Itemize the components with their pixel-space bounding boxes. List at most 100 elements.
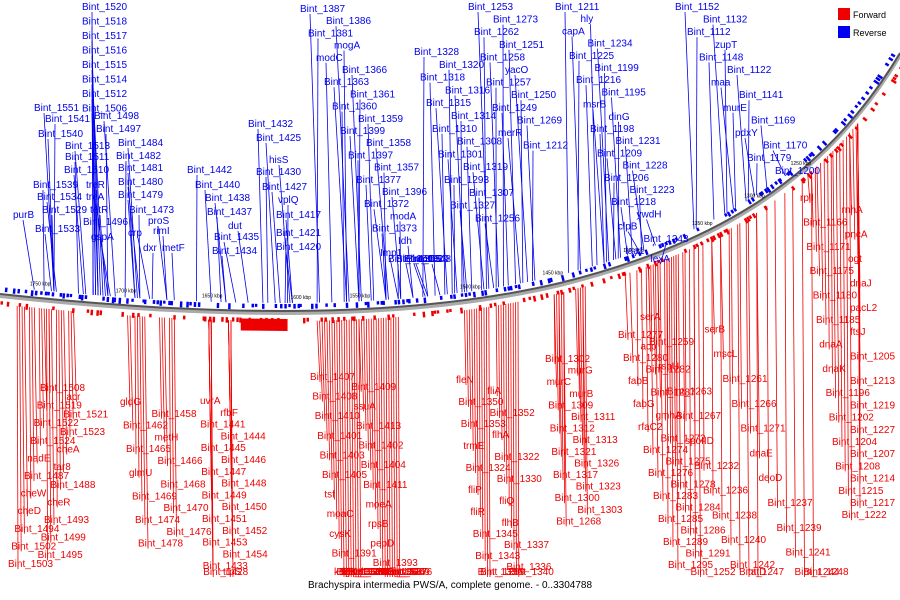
forward-gene-label-leader (507, 303, 510, 507)
reverse-gene-label-leader (760, 125, 768, 189)
reverse-feature (507, 286, 511, 291)
reverse-gene-label-leader (271, 191, 281, 304)
forward-gene-label-leader (383, 317, 386, 578)
reverse-feature (364, 301, 368, 306)
reverse-feature (382, 300, 386, 306)
forward-feature (478, 304, 482, 311)
forward-gene-label: Bint_1237 (768, 498, 813, 509)
forward-gene-label-leader (137, 316, 140, 478)
forward-gene-label-leader (827, 156, 830, 350)
reverse-gene-label: Bint_1482 (116, 151, 161, 162)
reverse-gene-label: Bint_1480 (118, 177, 163, 188)
forward-gene-label-leader (756, 212, 759, 578)
reverse-gene-label-leader (99, 214, 106, 296)
forward-gene-label-leader (471, 309, 474, 452)
forward-gene-label-leader (358, 319, 362, 578)
reverse-gene-label-leader (744, 137, 755, 197)
reverse-feature (439, 295, 443, 300)
forward-gene-label-leader (468, 309, 472, 430)
reverse-gene-label-leader (526, 125, 536, 281)
reverse-gene-label: Bint_1318 (420, 73, 465, 84)
forward-gene-label: Bint_1451 (202, 514, 247, 525)
tick-label: 1250 kbp (791, 161, 812, 167)
reverse-gene-label: Bint_1198 (590, 124, 635, 135)
reverse-feature (854, 104, 859, 109)
reverse-gene-label: lexA (651, 254, 671, 265)
forward-gene-label: Bint_1205 (850, 352, 895, 363)
forward-gene-label: Bint_1266 (732, 399, 777, 410)
forward-gene-label-leader (801, 179, 805, 578)
forward-gene-label-leader (730, 228, 733, 385)
reverse-gene-label-leader (265, 176, 269, 303)
forward-gene-label-leader (331, 320, 335, 500)
reverse-gene-label: crp (128, 228, 142, 239)
reverse-gene-label: Bint_1551 (34, 103, 79, 114)
forward-gene-label: moaA (390, 567, 416, 578)
reverse-gene-label: treA (86, 192, 105, 203)
reverse-gene-label: Bint_1357 (374, 163, 419, 174)
forward-gene-label: Bint_1259 (649, 337, 694, 348)
forward-gene-label-leader (495, 305, 498, 397)
forward-feature (489, 303, 493, 308)
forward-gene-label: Bint_1403 (320, 450, 365, 461)
reverse-feature (113, 297, 117, 303)
reverse-gene-label-leader (171, 252, 175, 301)
forward-gene-label: Bint_1465 (126, 444, 171, 455)
forward-gene-label: Bint_1322 (494, 452, 539, 463)
forward-gene-label: Bint_1217 (850, 498, 895, 509)
forward-gene-label: dnaK (822, 364, 846, 375)
reverse-gene-label: Bint_1315 (426, 98, 471, 109)
reverse-gene-label-leader (684, 11, 695, 230)
reverse-gene-label-leader (747, 100, 750, 201)
forward-gene-label: Bint_1271 (741, 424, 786, 435)
forward-gene-label: Bint_1324 (466, 463, 511, 474)
forward-gene-label-leader (668, 257, 671, 444)
forward-gene-label: murG (568, 366, 593, 377)
forward-gene-label-leader (655, 263, 659, 479)
forward-gene-label: Bint_1274 (643, 445, 688, 456)
forward-feature (692, 244, 697, 250)
reverse-gene-label: Bint_1510 (64, 165, 109, 176)
forward-gene-label-leader (356, 319, 359, 578)
reverse-gene-label-leader (448, 69, 453, 294)
forward-feature (25, 303, 29, 310)
forward-gene-label-leader (481, 307, 484, 540)
forward-feature (556, 290, 560, 295)
reverse-gene-label-leader (127, 199, 136, 298)
forward-gene-label: rplI (800, 193, 814, 204)
forward-gene-label-leader (563, 292, 567, 527)
forward-gene-label: Bint_1376 (387, 567, 432, 578)
forward-gene-label-leader (582, 287, 587, 492)
forward-feature (637, 266, 643, 273)
reverse-feature (310, 303, 314, 309)
forward-gene-label: Bint_1185 (816, 315, 861, 326)
forward-feature (528, 296, 532, 301)
forward-gene-label: Bint_1411 (363, 480, 408, 491)
forward-feature (725, 228, 731, 235)
forward-feature (391, 314, 395, 318)
forward-feature (699, 241, 704, 246)
reverse-gene-label: Bint_1112 (687, 27, 731, 38)
reverse-gene-label-leader (221, 255, 227, 303)
forward-gene-label-leader (645, 266, 649, 433)
forward-gene-label: Bint_1478 (138, 539, 183, 550)
forward-feature (839, 142, 845, 148)
reverse-feature (242, 303, 245, 309)
reverse-gene-label-leader (43, 112, 55, 292)
reverse-feature (262, 303, 265, 309)
forward-gene-label: Bint_1462 (123, 421, 168, 432)
reverse-feature (539, 279, 544, 286)
forward-gene-label-leader (664, 259, 666, 421)
forward-feature (854, 126, 859, 131)
reverse-gene-label: treR (86, 180, 105, 191)
reverse-feature (484, 290, 488, 296)
forward-gene-label-leader (816, 166, 820, 277)
forward-gene-label: Bint_1371 (346, 567, 391, 578)
forward-gene-label: Bint_1278 (671, 480, 716, 491)
forward-gene-label-leader (702, 242, 705, 471)
forward-gene-label: Bint_1345 (473, 529, 518, 540)
forward-gene-label: Bint_1240 (721, 535, 766, 546)
forward-gene-label: Bint_1339 (478, 567, 523, 578)
reverse-gene-label-leader (375, 148, 389, 300)
forward-gene-label: cysK (329, 529, 351, 540)
